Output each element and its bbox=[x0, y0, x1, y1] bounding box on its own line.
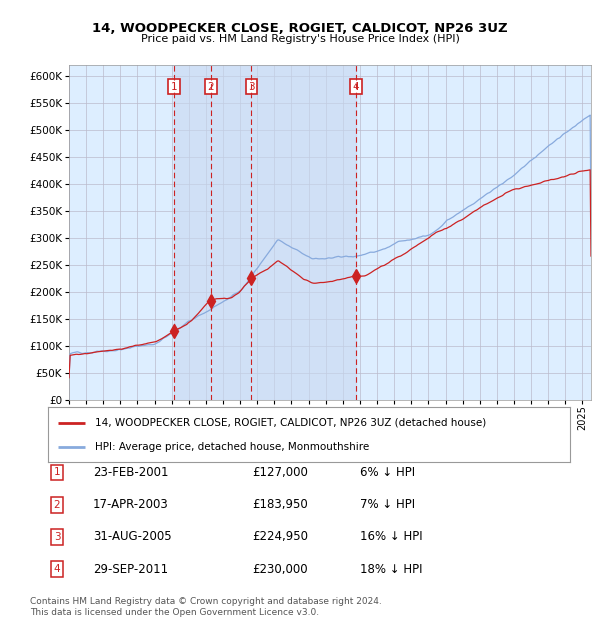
Text: 2: 2 bbox=[53, 500, 61, 510]
Text: 29-SEP-2011: 29-SEP-2011 bbox=[93, 563, 168, 575]
Text: 6% ↓ HPI: 6% ↓ HPI bbox=[360, 466, 415, 479]
Text: 3: 3 bbox=[53, 532, 61, 542]
Text: 7% ↓ HPI: 7% ↓ HPI bbox=[360, 498, 415, 511]
Text: 14, WOODPECKER CLOSE, ROGIET, CALDICOT, NP26 3UZ (detached house): 14, WOODPECKER CLOSE, ROGIET, CALDICOT, … bbox=[95, 418, 486, 428]
Text: 18% ↓ HPI: 18% ↓ HPI bbox=[360, 563, 422, 575]
Text: £127,000: £127,000 bbox=[252, 466, 308, 479]
Text: 14, WOODPECKER CLOSE, ROGIET, CALDICOT, NP26 3UZ: 14, WOODPECKER CLOSE, ROGIET, CALDICOT, … bbox=[92, 22, 508, 35]
Text: Contains HM Land Registry data © Crown copyright and database right 2024.
This d: Contains HM Land Registry data © Crown c… bbox=[30, 598, 382, 617]
Text: 3: 3 bbox=[248, 82, 255, 92]
Text: £183,950: £183,950 bbox=[252, 498, 308, 511]
Text: Price paid vs. HM Land Registry's House Price Index (HPI): Price paid vs. HM Land Registry's House … bbox=[140, 34, 460, 44]
Text: 23-FEB-2001: 23-FEB-2001 bbox=[93, 466, 169, 479]
Text: £224,950: £224,950 bbox=[252, 531, 308, 543]
Bar bbox=[174, 65, 356, 400]
Text: 2: 2 bbox=[208, 82, 214, 92]
Text: 31-AUG-2005: 31-AUG-2005 bbox=[93, 531, 172, 543]
Text: HPI: Average price, detached house, Monmouthshire: HPI: Average price, detached house, Monm… bbox=[95, 441, 369, 451]
Text: 4: 4 bbox=[53, 564, 61, 574]
Text: 1: 1 bbox=[53, 467, 61, 477]
Text: 1: 1 bbox=[170, 82, 177, 92]
Text: 17-APR-2003: 17-APR-2003 bbox=[93, 498, 169, 511]
Text: £230,000: £230,000 bbox=[252, 563, 308, 575]
Text: 4: 4 bbox=[352, 82, 359, 92]
Text: 16% ↓ HPI: 16% ↓ HPI bbox=[360, 531, 422, 543]
